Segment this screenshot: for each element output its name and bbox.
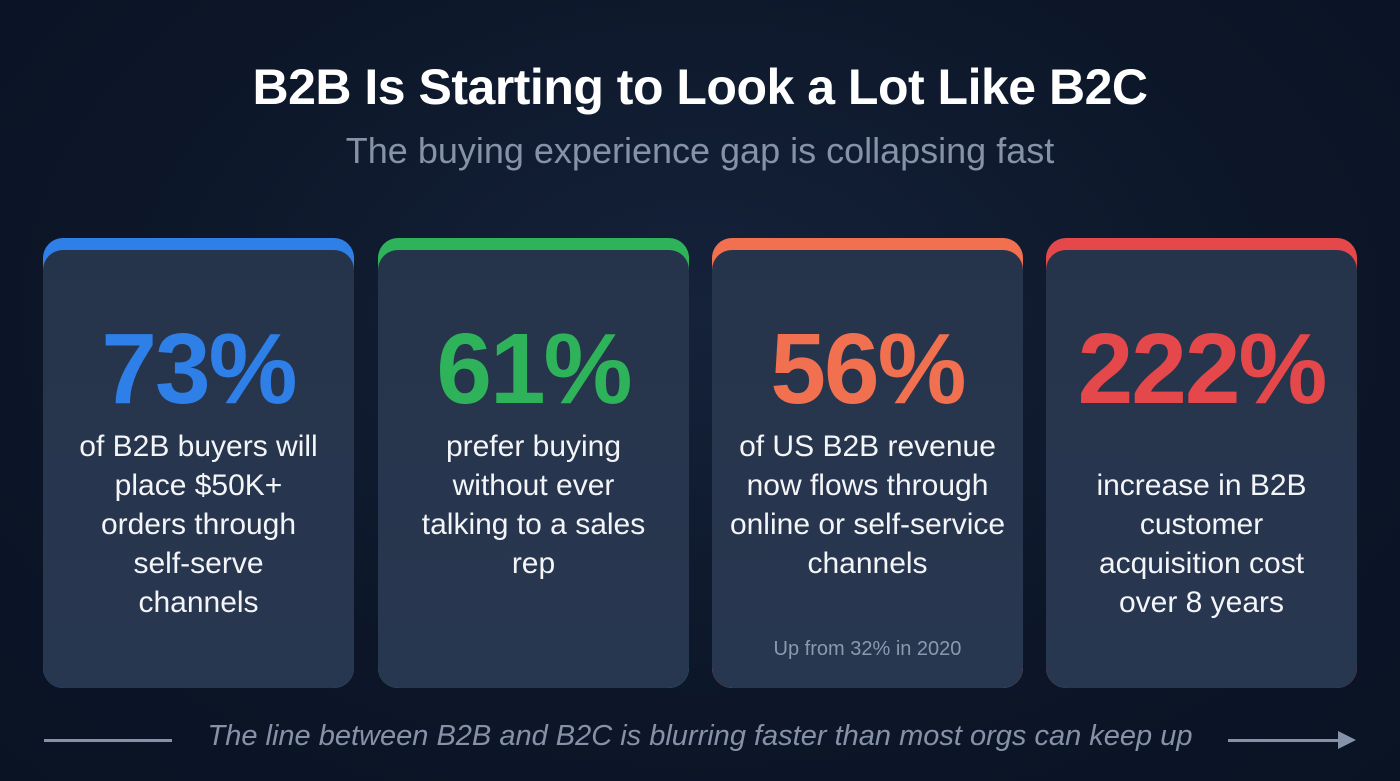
stat-card-self-serve: 73% of B2B buyers will place $50K+ order… [43, 238, 354, 688]
stat-value: 73% [101, 313, 297, 425]
footer-tagline: The line between B2B and B2C is blurring… [207, 720, 1193, 752]
stat-description: prefer buying without ever talking to a … [421, 430, 646, 580]
card-body: 73% of B2B buyers will place $50K+ order… [43, 250, 354, 688]
stat-description: increase in B2B customer acquisition cos… [1096, 469, 1307, 619]
stat-card-acquisition-cost: 222% increase in B2B customer acquisitio… [1046, 238, 1357, 688]
card-body: 56% of US B2B revenue now flows through … [712, 250, 1023, 688]
page-subtitle: The buying experience gap is collapsing … [345, 130, 1055, 171]
arrow-right-icon [1338, 731, 1356, 749]
stat-description: of B2B buyers will place $50K+ orders th… [79, 430, 318, 619]
divider-line [44, 739, 172, 742]
stat-value: 61% [436, 313, 632, 425]
card-body: 222% increase in B2B customer acquisitio… [1046, 250, 1357, 688]
footer: The line between B2B and B2C is blurring… [0, 720, 1400, 760]
stat-value: 222% [1077, 313, 1328, 425]
arrow-line [1228, 739, 1340, 742]
stat-note: Up from 32% in 2020 [773, 638, 962, 660]
page-title: B2B Is Starting to Look a Lot Like B2C [252, 59, 1149, 115]
card-body: 61% prefer buying without ever talking t… [378, 250, 689, 688]
stat-card-no-sales-rep: 61% prefer buying without ever talking t… [378, 238, 689, 688]
stat-value: 56% [770, 313, 966, 425]
stat-description: of US B2B revenue now flows through onli… [729, 430, 1006, 580]
stat-card-online-revenue: 56% of US B2B revenue now flows through … [712, 238, 1023, 688]
